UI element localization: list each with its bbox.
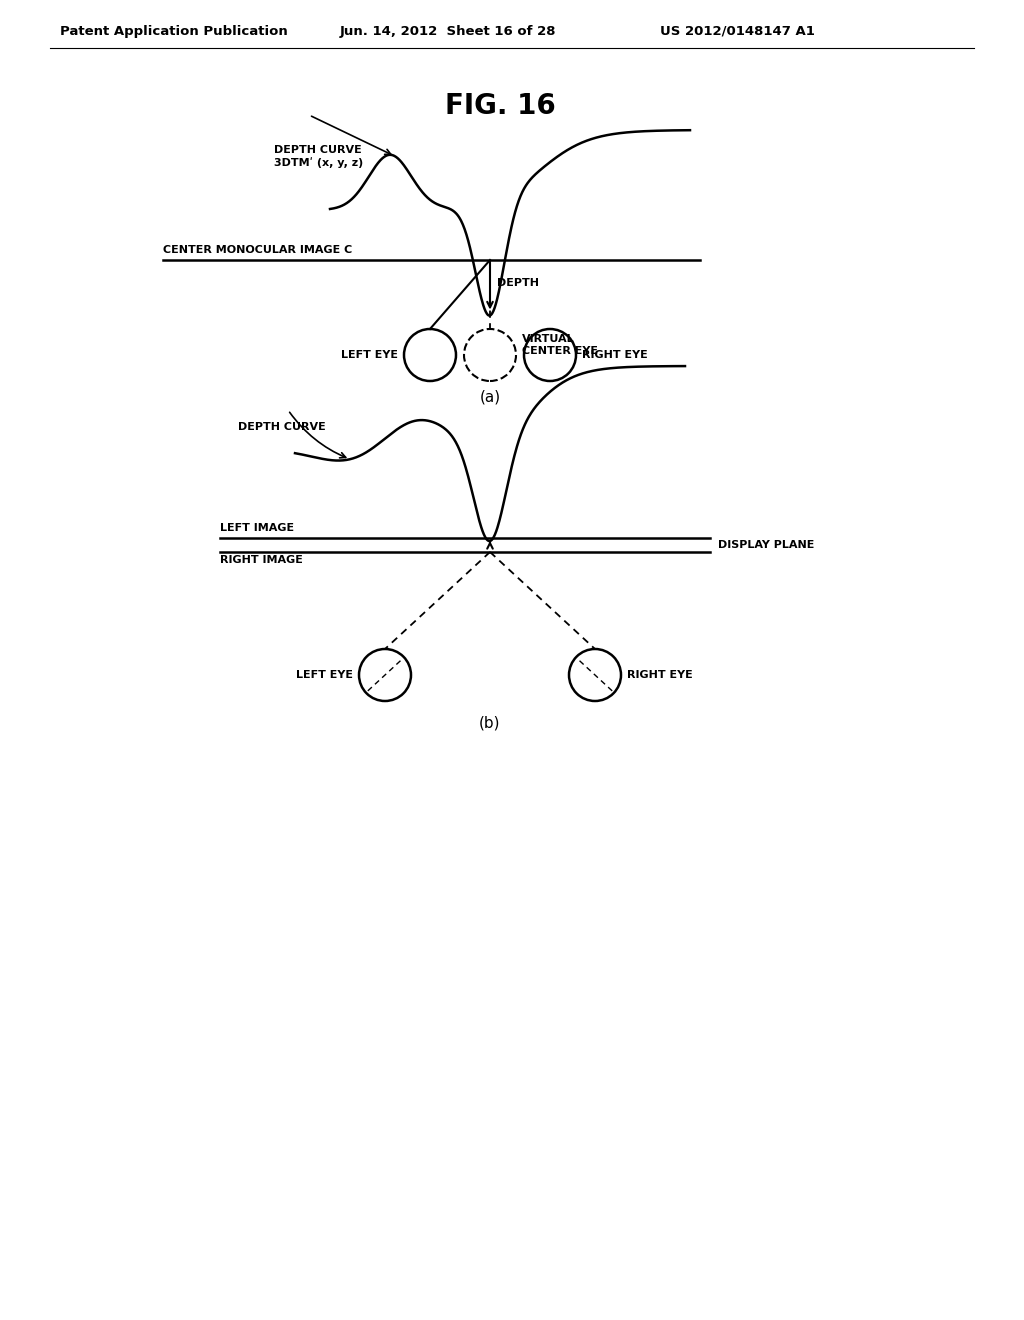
Text: VIRTUAL
CENTER EYE: VIRTUAL CENTER EYE <box>522 334 598 356</box>
Text: (a): (a) <box>479 389 501 405</box>
Text: (b): (b) <box>479 715 501 730</box>
Text: RIGHT EYE: RIGHT EYE <box>582 350 648 360</box>
Text: RIGHT IMAGE: RIGHT IMAGE <box>220 554 303 565</box>
Text: FIG. 16: FIG. 16 <box>444 92 555 120</box>
Text: US 2012/0148147 A1: US 2012/0148147 A1 <box>660 25 815 38</box>
Text: DEPTH CURVE: DEPTH CURVE <box>238 422 326 432</box>
Text: DEPTH: DEPTH <box>497 277 539 288</box>
Text: Patent Application Publication: Patent Application Publication <box>60 25 288 38</box>
Text: DEPTH CURVE
3DTMʹ (x, y, z): DEPTH CURVE 3DTMʹ (x, y, z) <box>274 145 364 169</box>
Text: LEFT EYE: LEFT EYE <box>296 671 353 680</box>
Text: LEFT EYE: LEFT EYE <box>341 350 398 360</box>
Text: CENTER MONOCULAR IMAGE C: CENTER MONOCULAR IMAGE C <box>163 246 352 255</box>
Text: DISPLAY PLANE: DISPLAY PLANE <box>718 540 814 550</box>
Text: RIGHT EYE: RIGHT EYE <box>627 671 693 680</box>
Text: Jun. 14, 2012  Sheet 16 of 28: Jun. 14, 2012 Sheet 16 of 28 <box>340 25 556 38</box>
Text: LEFT IMAGE: LEFT IMAGE <box>220 523 294 533</box>
